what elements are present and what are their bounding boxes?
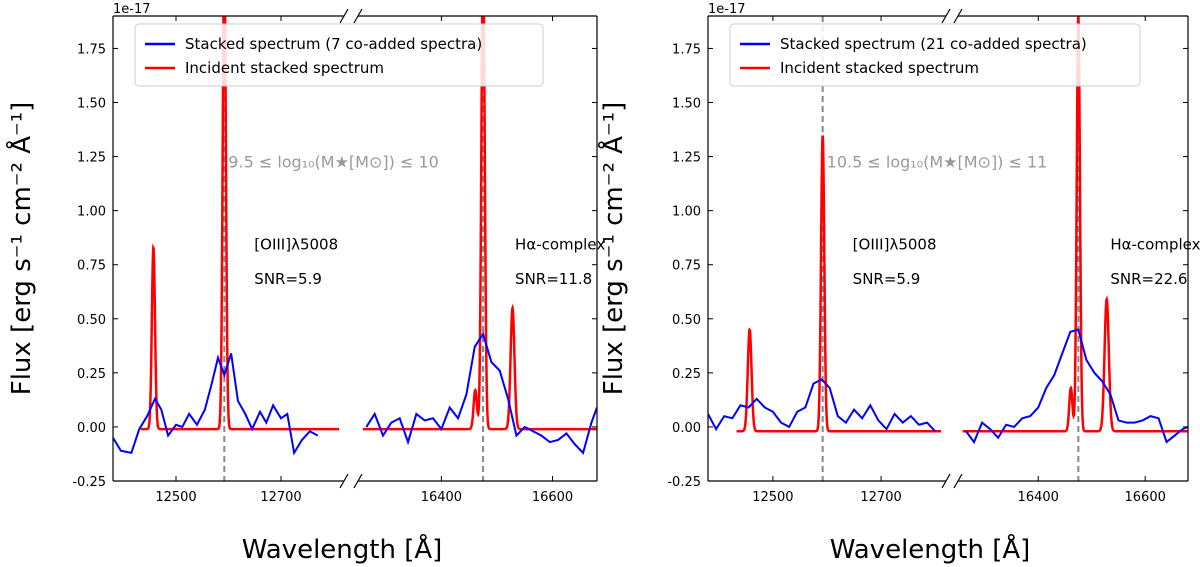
y-tick-label: 1.75 xyxy=(672,42,701,57)
axis-offset-label: 1e-17 xyxy=(708,2,746,17)
y-tick-label: 0.00 xyxy=(672,421,701,436)
y-axis-label: Flux [erg s⁻¹ cm⁻² Å⁻¹] xyxy=(5,102,37,396)
legend-label: Incident stacked spectrum xyxy=(780,59,979,77)
panel-left: -0.25 0.00 0.25 0.50 0.75 1.00 1.25 1.50 1.75 125… xyxy=(5,2,605,565)
axis-break-mark xyxy=(953,8,963,24)
snr-annotation: SNR=5.9 xyxy=(853,270,921,288)
y-tick-label: 1.00 xyxy=(77,205,106,220)
legend-box xyxy=(134,23,544,87)
y-tick-label: 0.50 xyxy=(672,313,701,328)
y-tick-label: 1.50 xyxy=(672,97,701,112)
legend-label: Incident stacked spectrum xyxy=(185,59,384,77)
stacked-spectrum-line xyxy=(708,378,936,432)
legend: Stacked spectrum (7 co-added spectra) Inc… xyxy=(134,23,544,87)
y-tick-label: 1.75 xyxy=(77,42,106,57)
x-axis-label: Wavelength [Å] xyxy=(830,533,1031,565)
mass-range-label: 10.5 ≤ log₁₀(M★[M⊙]) ≤ 11 xyxy=(827,152,1048,171)
incident-spectrum-line xyxy=(962,16,1188,433)
incident-spectrum-line xyxy=(736,135,942,433)
y-tick-label: 1.00 xyxy=(672,205,701,220)
x-axis-label: Wavelength [Å] xyxy=(242,533,443,565)
x-tick-label: 16400 xyxy=(421,490,462,505)
stacked-spectrum-line xyxy=(965,328,1188,445)
y-tick-label: -0.25 xyxy=(72,475,106,490)
snr-annotation: SNR=11.8 xyxy=(515,270,592,288)
line-annotation: [OIII]λ5008 xyxy=(853,236,937,254)
axis-break-mark xyxy=(339,473,349,489)
y-tick-label: 1.50 xyxy=(77,97,106,112)
stacked-spectrum-line xyxy=(365,331,597,455)
axis-break-mark xyxy=(953,473,963,489)
axis-break-mark xyxy=(353,8,363,24)
y-tick-label: 0.75 xyxy=(672,259,701,274)
incident-spectrum-line xyxy=(362,16,597,431)
x-tick-label: 12700 xyxy=(860,490,901,505)
panel-right: -0.25 0.00 0.25 0.50 0.75 1.00 1.25 1.50 1.75 125… xyxy=(597,2,1200,565)
stacked-spectrum-line xyxy=(113,353,319,456)
line-annotation: Hα-complex xyxy=(1110,236,1200,254)
legend: Stacked spectrum (21 co-added spectra) In… xyxy=(729,23,1141,87)
legend-label: Stacked spectrum (7 co-added spectra) xyxy=(185,35,482,53)
y-tick-label: 0.50 xyxy=(77,313,106,328)
x-tick-label: 12500 xyxy=(752,490,793,505)
x-tick-label: 12500 xyxy=(155,490,196,505)
y-tick-label: 0.75 xyxy=(77,259,106,274)
y-tick-label: 0.25 xyxy=(672,367,701,382)
y-tick-label: -0.25 xyxy=(667,475,701,490)
snr-annotation: SNR=5.9 xyxy=(254,270,322,288)
line-annotation: Hα-complex xyxy=(515,236,605,254)
axis-break-mark xyxy=(339,8,349,24)
mass-range-label: 9.5 ≤ log₁₀(M★[M⊙]) ≤ 10 xyxy=(228,152,439,171)
legend-box xyxy=(729,23,1141,87)
x-tick-label: 16400 xyxy=(1018,490,1059,505)
axis-break-mark xyxy=(353,473,363,489)
y-tick-label: 0.00 xyxy=(77,421,106,436)
x-tick-label: 16600 xyxy=(532,490,573,505)
axis-offset-label: 1e-17 xyxy=(113,2,151,17)
axis-break-mark xyxy=(941,473,951,489)
legend-label: Stacked spectrum (21 co-added spectra) xyxy=(780,35,1087,53)
y-tick-label: 1.25 xyxy=(672,151,701,166)
line-annotation: [OIII]λ5008 xyxy=(254,236,338,254)
y-axis-label: Flux [erg s⁻¹ cm⁻² Å⁻¹] xyxy=(597,102,629,396)
y-tick-label: 1.25 xyxy=(77,151,106,166)
x-tick-label: 12700 xyxy=(260,490,301,505)
snr-annotation: SNR=22.6 xyxy=(1110,270,1187,288)
axis-break-mark xyxy=(941,8,951,24)
x-tick-label: 16600 xyxy=(1125,490,1166,505)
y-tick-label: 0.25 xyxy=(77,367,106,382)
